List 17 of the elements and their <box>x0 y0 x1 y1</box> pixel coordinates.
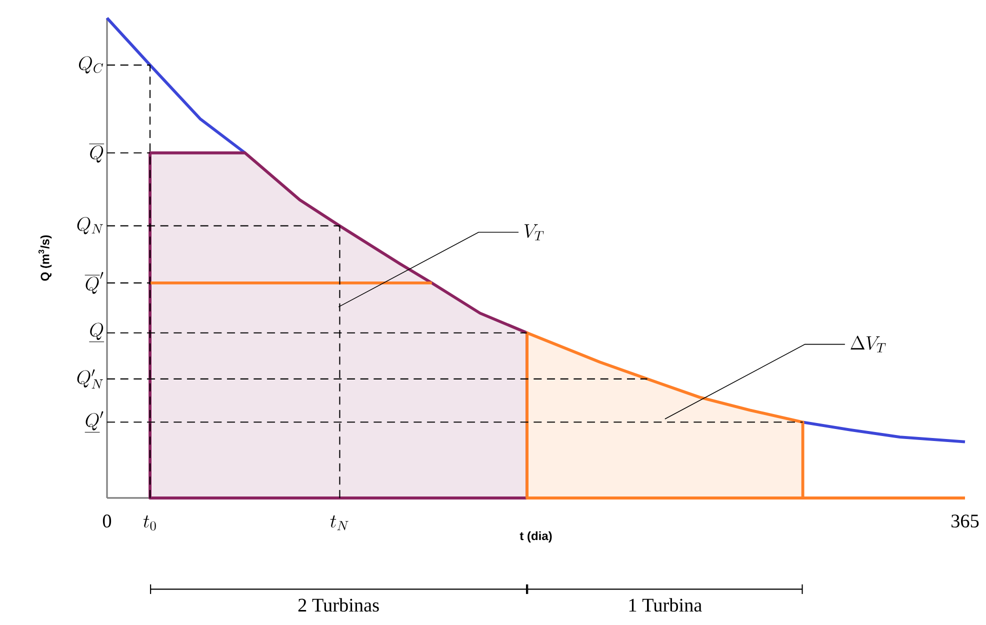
text: $V_T$ <box>524 224 544 240</box>
x-tick-label: 365 <box>952 514 979 528</box>
x-tick-label: 0 <box>102 514 112 528</box>
ref-line-label: $Q_C$ <box>78 56 104 74</box>
x-axis-title: t (dia) <box>520 531 552 543</box>
ref-line-label: $\overline{Q}$ <box>89 144 104 163</box>
ref-line-label: $Q'_N$ <box>77 369 103 389</box>
text: 2 Turbinas <box>298 598 379 612</box>
ref-line-label: $t_0$ <box>143 515 156 530</box>
ref-line-label: $\overline{Q}'$ <box>84 272 104 294</box>
text: $\Delta V_T$ <box>850 336 886 352</box>
text: 1 Turbina <box>629 598 702 612</box>
ref-line-label: $\underline{Q}'$ <box>84 411 104 432</box>
ref-line-label: $Q_N$ <box>77 217 103 234</box>
ref-line-label: $t_N$ <box>330 515 348 530</box>
ref-line-label: $\underline{Q}$ <box>89 322 104 342</box>
y-axis-title: Q (m$^{3}$/s) <box>38 235 52 281</box>
